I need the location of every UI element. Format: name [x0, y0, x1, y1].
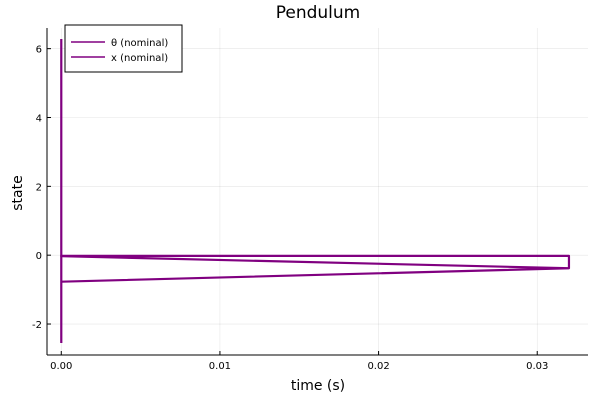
series-line-1 [60, 39, 571, 283]
chart-title: Pendulum [276, 3, 361, 23]
x-tick-label: 0.02 [367, 361, 389, 372]
y-tick-label: -2 [32, 320, 42, 331]
x-tick-label: 0.01 [209, 361, 231, 372]
x-axis-label: time (s) [291, 378, 345, 394]
x-tick-label: 0.00 [50, 361, 72, 372]
x-tick-label: 0.03 [526, 361, 548, 372]
grid [47, 28, 588, 355]
y-tick-label: 4 [36, 113, 42, 124]
axes [46, 28, 588, 356]
legend-box [64, 24, 183, 73]
y-tick-label: 6 [36, 45, 42, 56]
y-tick-label: 0 [36, 251, 42, 262]
series [60, 39, 571, 343]
legend-label: x (nominal) [111, 53, 168, 64]
ticks: 0.00 0.01 0.02 0.03 -2 0 2 4 6 [32, 45, 548, 372]
y-axis-label: state [10, 175, 26, 210]
y-tick-label: 2 [36, 182, 42, 193]
series-line-2 [60, 254, 571, 343]
legend-label: θ (nominal) [111, 38, 168, 49]
legend: θ (nominal) x (nominal) [64, 24, 183, 73]
